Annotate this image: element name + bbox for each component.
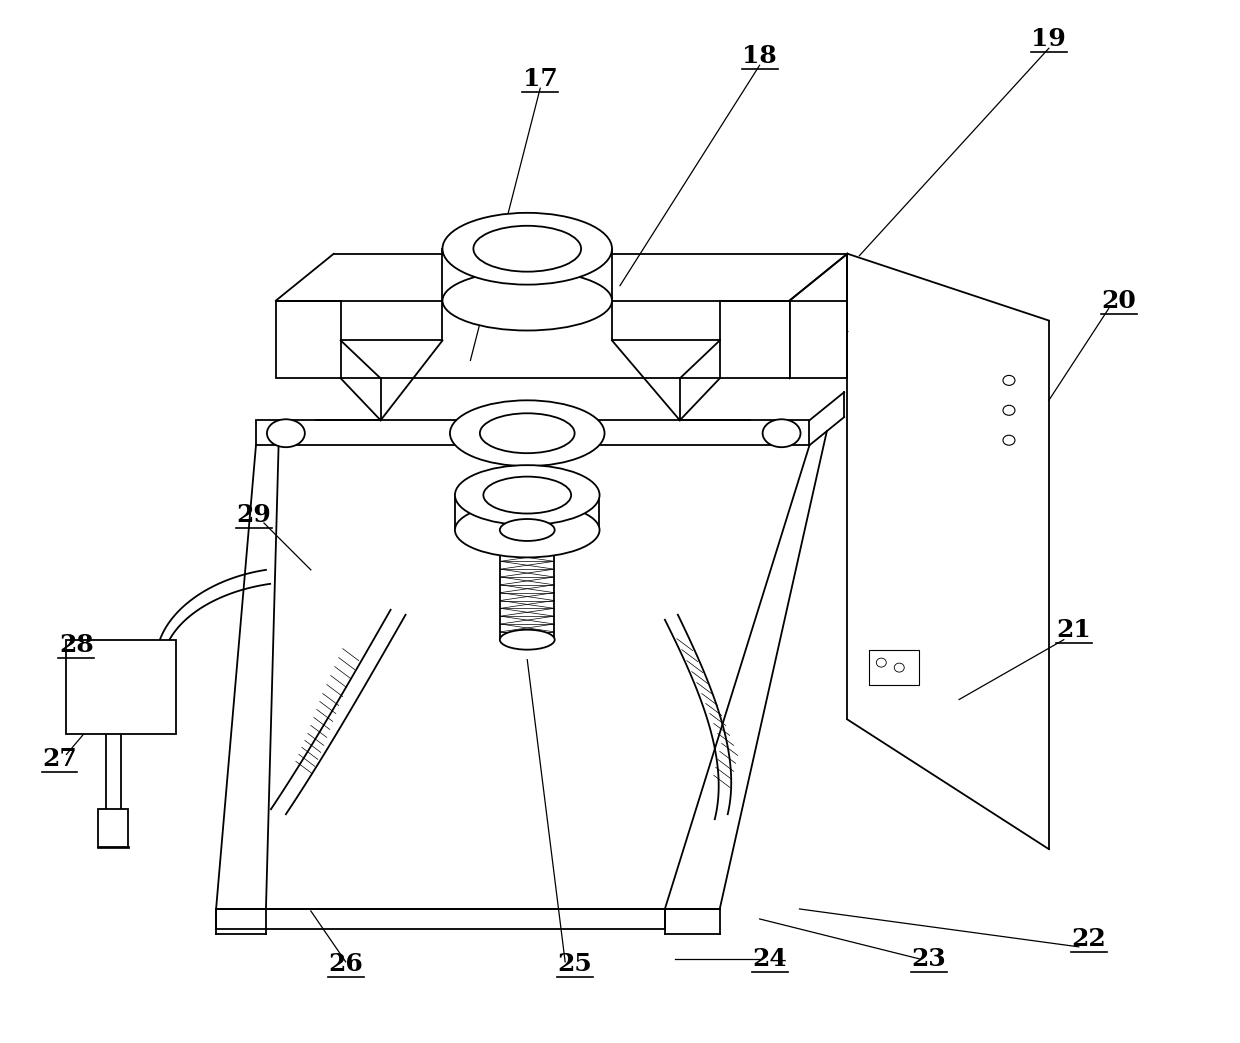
Text: 29: 29	[237, 503, 272, 527]
Bar	[67, 639, 176, 734]
Bar	[869, 650, 919, 684]
Text: 26: 26	[329, 952, 363, 976]
Ellipse shape	[474, 225, 582, 271]
Ellipse shape	[500, 519, 554, 541]
Text: 28: 28	[60, 633, 94, 657]
Ellipse shape	[484, 477, 572, 513]
Ellipse shape	[500, 630, 554, 650]
Text: 20: 20	[1101, 289, 1136, 313]
Text: 24: 24	[753, 947, 787, 971]
Text: 27: 27	[42, 748, 77, 772]
Bar	[98, 809, 128, 847]
Text: 19: 19	[1032, 27, 1066, 51]
Ellipse shape	[455, 503, 600, 557]
Ellipse shape	[267, 419, 305, 447]
Text: 17: 17	[523, 67, 558, 91]
Text: 23: 23	[911, 947, 946, 971]
Ellipse shape	[480, 413, 574, 453]
Bar	[277, 300, 790, 379]
Text: 21: 21	[1056, 617, 1091, 641]
Ellipse shape	[763, 419, 801, 447]
Ellipse shape	[450, 401, 605, 466]
Ellipse shape	[443, 213, 613, 285]
Ellipse shape	[443, 271, 613, 331]
Ellipse shape	[455, 465, 600, 525]
Text: 25: 25	[558, 952, 593, 976]
Bar	[790, 300, 847, 379]
Bar	[255, 420, 810, 445]
Text: 18: 18	[743, 44, 777, 68]
Text: 22: 22	[1071, 927, 1106, 951]
